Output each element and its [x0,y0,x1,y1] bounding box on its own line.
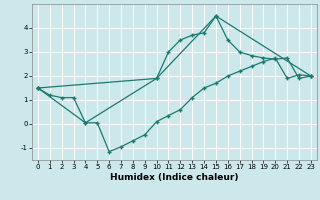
X-axis label: Humidex (Indice chaleur): Humidex (Indice chaleur) [110,173,239,182]
